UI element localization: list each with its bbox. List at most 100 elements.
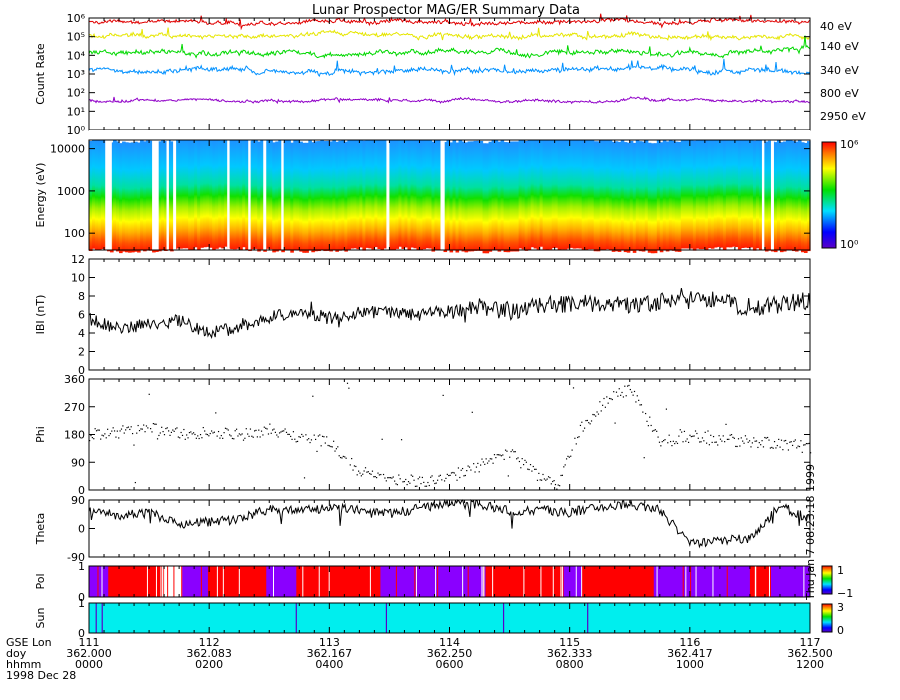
phi-point	[582, 430, 584, 432]
phi-point	[438, 475, 440, 477]
phi-point	[417, 478, 419, 480]
colorbar	[821, 141, 837, 249]
spectrogram-strip	[461, 141, 466, 252]
polarity-segment	[108, 566, 115, 597]
spectrogram-strip	[458, 140, 463, 251]
phi-point	[600, 410, 602, 412]
phi-point	[614, 422, 616, 424]
spectrogram-strip	[353, 138, 357, 249]
phi-point	[506, 450, 508, 452]
phi-point	[145, 425, 148, 427]
phi-point	[593, 414, 595, 416]
field-magnitude-frame	[88, 258, 811, 371]
spectrogram-strip	[620, 140, 625, 251]
phi-point	[219, 437, 221, 439]
phi-point	[607, 402, 609, 404]
phi-point	[719, 438, 722, 440]
sun-colorbar-min: 0	[837, 624, 844, 637]
phi-point	[418, 476, 421, 478]
phi-point	[206, 433, 209, 436]
spectrogram-strip	[512, 141, 517, 252]
phi-point	[94, 428, 96, 430]
series-line-2950eV	[88, 96, 811, 105]
count-rate-tick-label: 10⁴	[67, 49, 86, 62]
phi-point	[722, 435, 724, 437]
phi-point	[213, 431, 215, 433]
phi-point	[779, 446, 781, 448]
phi-point	[136, 432, 138, 434]
data-gap	[263, 140, 267, 250]
count-rate-tick-label: 10¹	[67, 105, 85, 118]
phi-point	[199, 434, 202, 436]
phi-point	[376, 477, 378, 479]
spectrogram-strip	[179, 138, 183, 249]
spectrogram-strip	[671, 140, 676, 251]
spectrogram-strip	[599, 139, 604, 250]
phi-point	[796, 447, 798, 449]
spectrogram-strip	[272, 142, 276, 253]
phi-point	[621, 391, 623, 394]
spectrogram-strip	[641, 141, 646, 252]
phi-point	[169, 434, 171, 436]
phi-point	[520, 467, 522, 469]
spectrogram-strip	[773, 142, 778, 253]
spectrogram-strip	[782, 141, 787, 252]
spectrogram-strip	[428, 138, 433, 249]
phi-point	[346, 382, 349, 384]
phi-point	[700, 441, 702, 443]
phi-point	[772, 447, 774, 449]
phi-point	[789, 441, 791, 443]
spectrogram-strip	[392, 139, 397, 250]
phi-point	[105, 437, 107, 439]
phi-point	[226, 428, 228, 430]
phi-point	[452, 471, 454, 474]
spectrogram-strip	[368, 138, 372, 249]
footer-doy: 362.250	[427, 647, 473, 660]
phi-tick-label: 0	[78, 484, 85, 497]
spectrogram-strip	[413, 138, 418, 249]
phi-point	[241, 433, 243, 435]
phi-point	[502, 454, 504, 456]
polarity-segment	[164, 566, 183, 597]
spectrogram-strip	[146, 140, 150, 251]
phi-tick-label: 360	[64, 373, 85, 386]
phi-point	[748, 440, 751, 442]
phi-point	[495, 457, 497, 459]
spectrogram-strip	[131, 142, 135, 253]
phi-point	[308, 438, 310, 440]
phi-point	[603, 397, 605, 400]
field-magnitude-tick-label: 6	[78, 309, 85, 322]
phi-point	[378, 474, 380, 476]
spectrogram-strip	[119, 143, 123, 254]
phi-point	[718, 435, 720, 437]
theta-line	[88, 498, 811, 549]
phi-point	[341, 457, 343, 459]
phi-point	[560, 474, 562, 477]
theta-panel: -90 0 90 Theta	[34, 494, 811, 564]
phi-point	[522, 463, 525, 466]
phi-point	[672, 440, 674, 442]
spectrogram-strip	[650, 143, 655, 254]
phi-point	[474, 471, 476, 473]
phi-point	[230, 435, 232, 437]
legend-entry: 2950 eV	[820, 110, 866, 123]
phi-point	[163, 434, 166, 436]
polarity-segment	[296, 566, 372, 597]
phi-point	[188, 431, 191, 434]
phi-point	[351, 457, 353, 460]
phi-point	[267, 433, 270, 435]
phi-point	[113, 430, 116, 432]
phi-point	[464, 474, 466, 477]
phi-point	[706, 442, 708, 444]
phi-point	[516, 458, 518, 460]
footer-lon: 111	[79, 636, 100, 649]
field-magnitude-tick-label: 4	[78, 327, 85, 340]
spectrogram-strip	[170, 141, 174, 252]
phi-point	[757, 446, 759, 449]
series-line-340eV	[88, 35, 811, 59]
footer-row-label: 1998 Dec 28	[6, 669, 76, 682]
spectrogram-strip	[356, 139, 360, 250]
spectrogram-strip	[443, 142, 448, 253]
polarity-segment	[749, 566, 772, 597]
spectrogram-strip	[287, 140, 291, 251]
